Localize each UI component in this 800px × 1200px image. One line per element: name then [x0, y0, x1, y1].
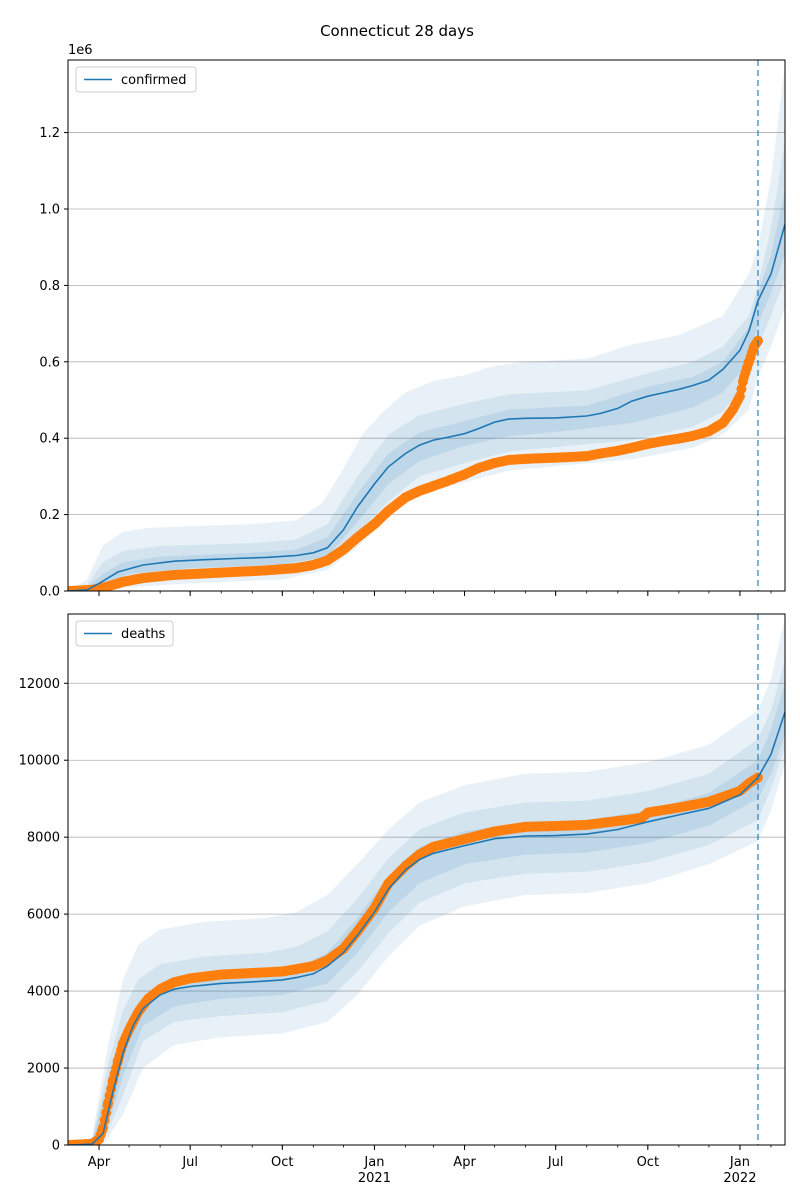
y-tick-label: 0.2: [39, 508, 60, 523]
model-line: [68, 711, 785, 1145]
y-offset-label: 1e6: [68, 43, 93, 58]
axes-frame: [67, 613, 786, 1146]
y-tick-label: 0.8: [39, 279, 60, 294]
legend-label: confirmed: [121, 73, 187, 88]
model-line: [68, 224, 785, 591]
x-tick-label: Oct: [271, 1155, 293, 1170]
x-tick-label: Jul: [181, 1155, 198, 1170]
y-tick-label: 4000: [27, 985, 60, 1000]
y-tick-label: 6000: [27, 908, 60, 923]
legend: confirmed: [75, 66, 197, 93]
legend-box: [75, 620, 174, 647]
uncertainty-band: [68, 63, 785, 591]
uncertainty-band: [68, 617, 785, 1145]
y-tick-label: 0: [52, 1139, 60, 1154]
x-tick-label: Apr: [88, 1155, 111, 1170]
y-tick-label: 1.2: [39, 126, 60, 141]
legend-label: deaths: [121, 627, 166, 642]
x-tick-label: Oct: [637, 1155, 659, 1170]
figure-title: Connecticut 28 days: [320, 22, 474, 40]
y-tick-label: 10000: [19, 754, 60, 769]
y-tick-label: 0.4: [39, 432, 60, 447]
y-tick-label: 0.6: [39, 355, 60, 370]
y-tick-label: 0.0: [39, 585, 60, 600]
x-tick-label: Jan: [729, 1155, 750, 1170]
y-tick-label: 1.0: [39, 202, 60, 217]
observed-series: [68, 335, 763, 591]
confirmed-panel: 0.0 0.2 0.4 0.6 0.8 1.0 1.2 1e6 confirmed: [39, 43, 786, 600]
x-tick-year-label: 2022: [723, 1171, 756, 1186]
legend: deaths: [75, 620, 174, 647]
x-tick-label: Jul: [547, 1155, 564, 1170]
y-tick-label: 8000: [27, 831, 60, 846]
y-tick-label: 2000: [27, 1062, 60, 1077]
x-tick-label: Apr: [453, 1155, 476, 1170]
axes-frame: [67, 59, 786, 592]
legend-box: [75, 66, 197, 93]
x-tick-label: Jan: [363, 1155, 384, 1170]
y-tick-label: 12000: [19, 677, 60, 692]
uncertainty-band: [68, 189, 785, 591]
x-tick-year-label: 2021: [358, 1171, 391, 1186]
observed-series: [68, 772, 763, 1145]
